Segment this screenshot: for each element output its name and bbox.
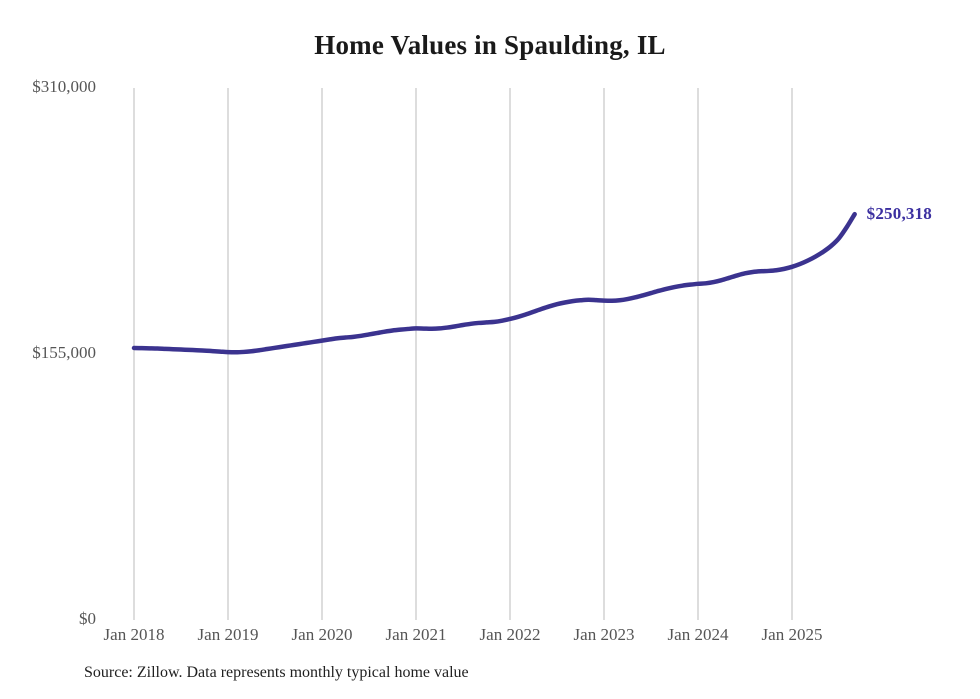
y-axis-tick-label: $155,000 xyxy=(32,343,96,362)
x-axis-tick-label: Jan 2021 xyxy=(385,625,447,644)
y-axis-tick-label: $0 xyxy=(79,609,96,628)
x-axis-tick-label: Jan 2020 xyxy=(291,625,353,644)
home-value-line xyxy=(131,211,857,355)
x-axis-tick-label: Jan 2023 xyxy=(573,625,635,644)
x-axis-tick-label: Jan 2024 xyxy=(667,625,729,644)
x-axis-tick-label: Jan 2019 xyxy=(197,625,259,644)
end-value-annotation: $250,318 xyxy=(866,204,933,224)
y-axis-tick-label: $310,000 xyxy=(32,77,96,96)
x-axis-tick-label: Jan 2022 xyxy=(479,625,541,644)
source-note: Source: Zillow. Data represents monthly … xyxy=(84,664,469,681)
x-axis-tick-label: Jan 2025 xyxy=(761,625,823,644)
x-axis-tick-label: Jan 2018 xyxy=(103,625,165,644)
chart-title: Home Values in Spaulding, IL xyxy=(314,30,666,60)
